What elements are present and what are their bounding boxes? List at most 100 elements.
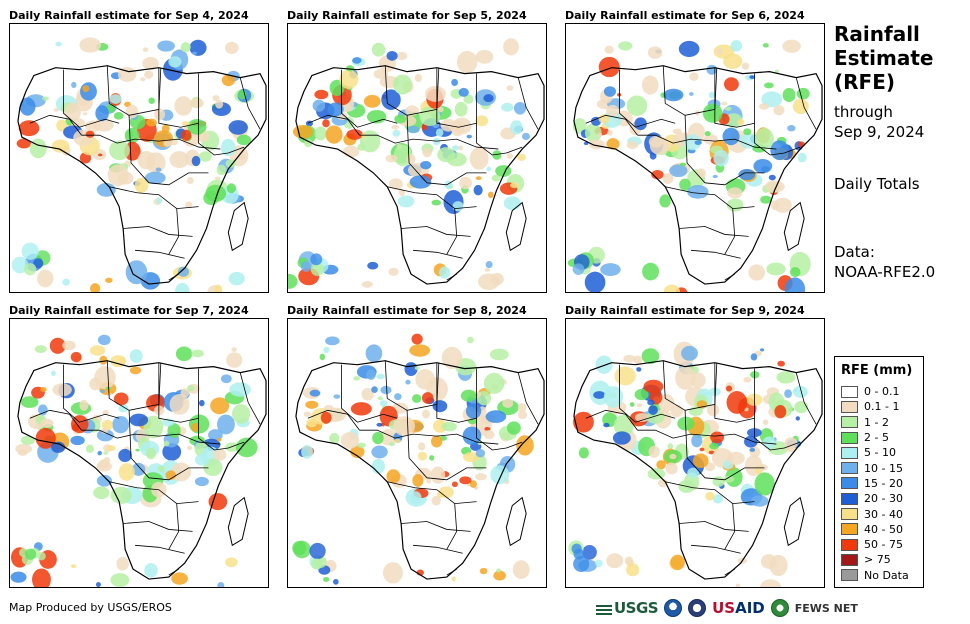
usaid-logo: USAID: [712, 599, 765, 617]
country-border: [679, 521, 749, 532]
rainfall-map: [9, 318, 269, 588]
country-border: [158, 67, 199, 128]
side-info: Rainfall Estimate (RFE) through Sep 9, 2…: [834, 22, 964, 281]
usaid-logo-aid: AID: [735, 599, 765, 617]
country-border: [158, 362, 199, 423]
country-border: [387, 481, 477, 505]
country-border: [446, 568, 457, 576]
country-border: [724, 503, 736, 550]
country-border: [198, 368, 215, 451]
africa-map-svg: [11, 37, 267, 292]
rainfall-map: [287, 318, 547, 588]
madagascar-outline: [783, 201, 805, 252]
data-source-label: Data:: [834, 243, 875, 261]
country-border: [63, 69, 120, 128]
legend-item: 1 - 2: [841, 415, 923, 430]
country-border: [29, 114, 82, 136]
legend-swatch: [841, 523, 858, 536]
country-border: [436, 362, 477, 423]
legend-swatch: [841, 569, 858, 582]
data-source: Data: NOAA-RFE2.0: [834, 242, 935, 282]
country-border: [341, 364, 398, 423]
main-title-line-1: Rainfall: [834, 22, 920, 46]
country-border: [665, 481, 755, 505]
legend-label: 5 - 10: [864, 446, 896, 460]
country-border: [517, 77, 539, 130]
legend-label: 2 - 5: [864, 431, 889, 445]
country-border: [492, 441, 523, 451]
country-border: [406, 115, 487, 186]
country-border: [168, 273, 179, 281]
legend-swatch: [841, 538, 858, 551]
legend-item: 50 - 75: [841, 537, 923, 552]
country-border: [412, 249, 463, 259]
country-border: [724, 568, 735, 576]
legend-swatch: [841, 462, 858, 475]
country-border: [81, 429, 221, 445]
legend-swatch: [841, 477, 858, 490]
legend-label: > 75: [864, 553, 891, 567]
state-dept-seal-icon: [688, 599, 707, 617]
panel-title: Daily Rainfall estimate for Sep 7, 2024: [9, 304, 249, 317]
legend-item: > 75: [841, 552, 923, 567]
country-border: [619, 69, 676, 128]
country-border: [446, 208, 458, 255]
legend-swatch: [841, 492, 858, 505]
panel-title: Daily Rainfall estimate for Sep 8, 2024: [287, 304, 527, 317]
country-border: [690, 249, 741, 259]
country-border: [679, 226, 749, 237]
country-border: [168, 503, 180, 550]
country-border: [123, 521, 193, 532]
country-border: [134, 249, 185, 259]
usgs-logo-text: USGS: [614, 599, 659, 617]
usgs-bars-icon: [596, 602, 612, 615]
country-border: [168, 208, 180, 255]
logo-strip: USGS USAID FEWS NET: [596, 597, 858, 619]
country-border: [724, 273, 735, 281]
africa-outline: [17, 360, 267, 580]
africa-map-svg: [568, 341, 823, 587]
country-border: [754, 368, 771, 451]
country-border: [714, 362, 755, 423]
country-border: [795, 372, 817, 425]
country-border: [109, 186, 199, 210]
noaa-seal-icon: [664, 599, 683, 617]
legend-title: RFE (mm): [841, 363, 913, 378]
country-border: [401, 226, 471, 237]
rainfall-map: [9, 23, 269, 293]
legend-label: 15 - 20: [864, 476, 903, 490]
country-border: [239, 372, 261, 425]
country-border: [517, 372, 539, 425]
rainfall-field: [10, 334, 258, 587]
country-border: [341, 69, 398, 128]
panel-title: Daily Rainfall estimate for Sep 4, 2024: [9, 9, 249, 22]
madagascar-outline: [227, 201, 249, 252]
africa-map-svg: [292, 333, 545, 585]
africa-map-svg: [288, 38, 545, 291]
madagascar-outline: [227, 496, 249, 547]
country-border: [106, 360, 162, 411]
country-border: [436, 67, 477, 128]
legend-label: 0.1 - 1: [864, 400, 900, 414]
africa-outline: [573, 360, 823, 580]
africa-outline: [295, 65, 545, 285]
africa-outline: [17, 65, 267, 285]
country-border: [684, 410, 765, 481]
rainfall-field: [11, 37, 255, 292]
legend-item: 10 - 15: [841, 460, 923, 475]
country-border: [662, 65, 718, 116]
legend-item: 2 - 5: [841, 430, 923, 445]
usgs-logo: USGS: [596, 599, 659, 617]
legend-swatch: [841, 385, 858, 398]
madagascar-outline: [783, 496, 805, 547]
country-border: [585, 409, 638, 431]
country-border: [387, 186, 477, 210]
africa-map-svg: [10, 334, 267, 587]
rainfall-field: [568, 341, 809, 587]
legend-label: No Data: [864, 568, 909, 582]
country-border: [359, 429, 499, 445]
legend-swatch: [841, 416, 858, 429]
country-border: [307, 114, 360, 136]
